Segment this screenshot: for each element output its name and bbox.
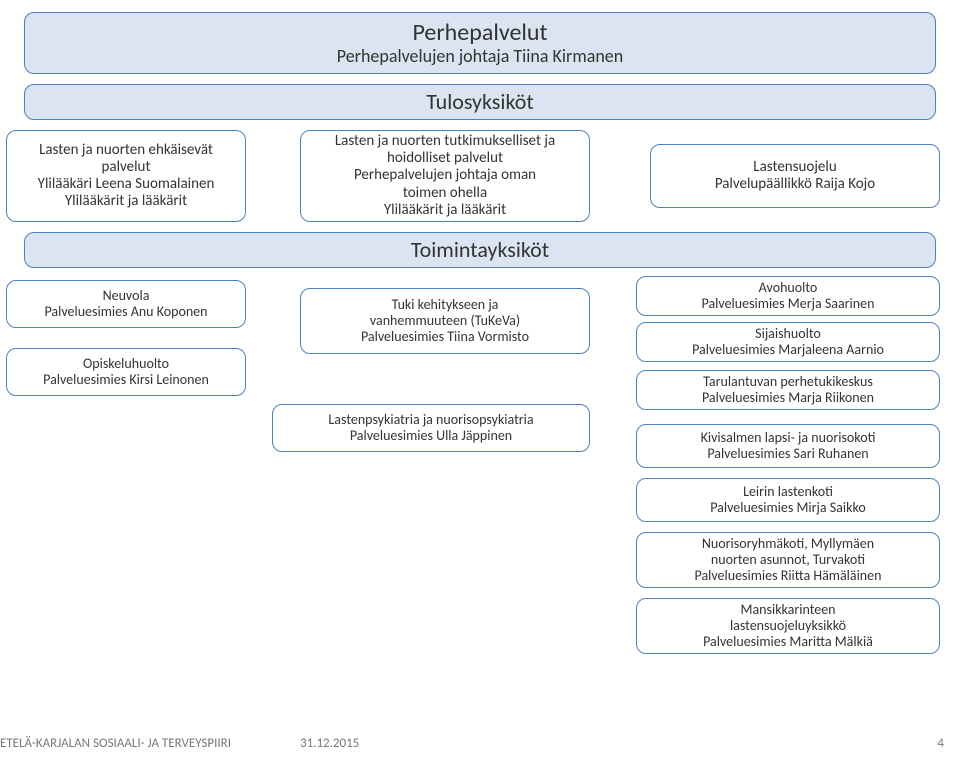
line: Palveluesimies Anu Koponen <box>44 304 207 320</box>
line: Palveluesimies Marja Riikonen <box>702 390 874 406</box>
toiminta-col3-2: Tarulantuvan perhetukikeskus Palveluesim… <box>636 370 940 410</box>
line: lastensuojeluyksikkö <box>730 618 846 634</box>
line: Palveluesimies Marjaleena Aarnio <box>692 342 884 358</box>
line: Palveluesimies Mirja Saikko <box>710 500 866 516</box>
toiminta-col3-0: Avohuolto Palveluesimies Merja Saarinen <box>636 276 940 316</box>
line: nuorten asunnot, Turvakoti <box>711 552 865 568</box>
section-label: Toimintayksiköt <box>411 237 549 262</box>
line: Tarulantuvan perhetukikeskus <box>703 374 873 390</box>
toiminta-col3-3: Kivisalmen lapsi- ja nuorisokoti Palvelu… <box>636 424 940 468</box>
line: Perhepalvelujen johtaja oman <box>354 167 536 184</box>
section-label: Tulosyksiköt <box>426 89 533 114</box>
header-title: Perhepalvelut <box>412 19 547 47</box>
header-subtitle: Perhepalvelujen johtaja Tiina Kirmanen <box>337 46 623 67</box>
line: Lasten ja nuorten tutkimukselliset ja <box>335 133 555 150</box>
line: Palveluesimies Ulla Jäppinen <box>350 428 512 444</box>
toiminta-col3-1: Sijaishuolto Palveluesimies Marjaleena A… <box>636 322 940 362</box>
line: Palveluesimies Kirsi Leinonen <box>43 372 209 388</box>
line: Tuki kehitykseen ja <box>392 297 499 313</box>
footer-right: 4 <box>937 736 944 751</box>
line: Palveluesimies Sari Ruhanen <box>707 446 868 462</box>
line: Palveluesimies Riitta Hämäläinen <box>695 568 882 584</box>
line: Ylilääkärit ja lääkärit <box>65 193 187 210</box>
toiminta-col3-4: Leirin lastenkoti Palveluesimies Mirja S… <box>636 478 940 522</box>
header-box: Perhepalvelut Perhepalvelujen johtaja Ti… <box>24 12 936 74</box>
tulosyksikko-b: Lasten ja nuorten tutkimukselliset ja ho… <box>300 130 590 222</box>
section-bar-toimintayksikot: Toimintayksiköt <box>24 232 936 268</box>
line: Palveluesimies Tiina Vormisto <box>361 329 529 345</box>
line: Kivisalmen lapsi- ja nuorisokoti <box>701 430 876 446</box>
line: Lasten ja nuorten ehkäisevät <box>39 142 213 159</box>
line: Mansikkarinteen <box>740 602 835 618</box>
line: Opiskeluhuolto <box>83 356 169 372</box>
toiminta-col3-5: Nuorisoryhmäkoti, Myllymäen nuorten asun… <box>636 532 940 588</box>
line: Ylilääkäri Leena Suomalainen <box>38 176 215 193</box>
toiminta-col1-1: Opiskeluhuolto Palveluesimies Kirsi Lein… <box>6 348 246 396</box>
toiminta-col2-1: Lastenpsykiatria ja nuorisopsykiatria Pa… <box>272 404 590 452</box>
tulosyksikko-c: Lastensuojelu Palvelupäällikkö Raija Koj… <box>650 144 940 208</box>
line: hoidolliset palvelut <box>387 150 503 167</box>
line: Avohuolto <box>759 280 818 296</box>
line: Leirin lastenkoti <box>743 484 833 500</box>
toiminta-col3-6: Mansikkarinteen lastensuojeluyksikkö Pal… <box>636 598 940 654</box>
toiminta-col2-0: Tuki kehitykseen ja vanhemmuuteen (TuKeV… <box>300 288 590 354</box>
line: Palvelupäällikkö Raija Kojo <box>715 176 875 193</box>
tulosyksikko-a: Lasten ja nuorten ehkäisevät palvelut Yl… <box>6 130 246 222</box>
line: Lastensuojelu <box>753 159 836 176</box>
line: Palveluesimies Maritta Mälkiä <box>703 634 873 650</box>
section-bar-tulosyksikot: Tulosyksiköt <box>24 84 936 120</box>
toiminta-col1-0: Neuvola Palveluesimies Anu Koponen <box>6 280 246 328</box>
line: Neuvola <box>103 288 150 304</box>
line: Ylilääkärit ja lääkärit <box>384 202 506 219</box>
line: Palveluesimies Merja Saarinen <box>702 296 875 312</box>
line: Lastenpsykiatria ja nuorisopsykiatria <box>328 412 533 428</box>
line: palvelut <box>102 159 151 176</box>
line: toimen ohella <box>403 185 487 202</box>
line: Nuorisoryhmäkoti, Myllymäen <box>702 536 874 552</box>
footer-center: 31.12.2015 <box>300 736 359 751</box>
line: Sijaishuolto <box>755 326 821 342</box>
footer-left: ETELÄ-KARJALAN SOSIAALI- JA TERVEYSPIIRI <box>0 736 231 751</box>
line: vanhemmuuteen (TuKeVa) <box>370 313 520 329</box>
